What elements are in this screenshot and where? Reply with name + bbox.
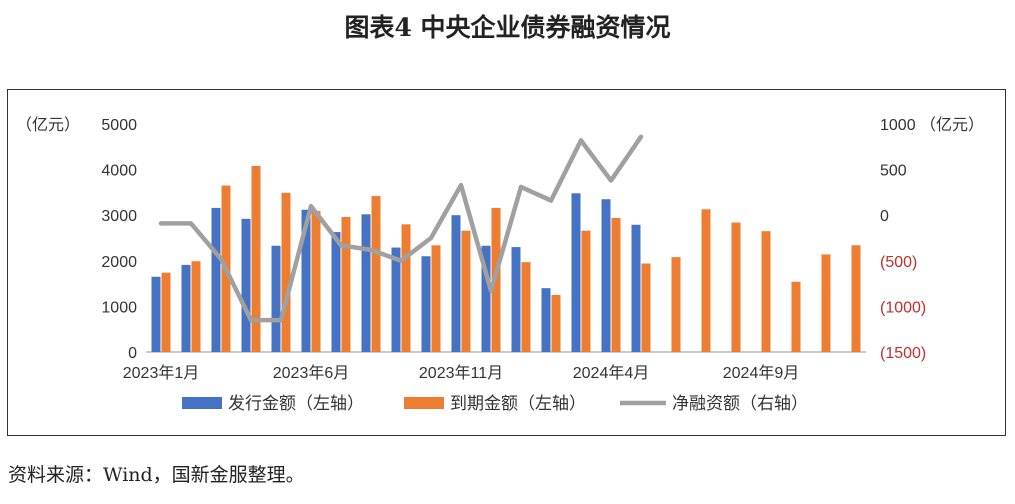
issue-bar (631, 224, 641, 352)
legend-swatch-issue (182, 397, 222, 409)
maturity-bar (251, 165, 261, 352)
issue-bar (571, 193, 581, 352)
maturity-bar (821, 254, 831, 352)
right-axis-tick-label: (500) (880, 254, 917, 271)
issue-bar (331, 232, 341, 352)
issue-bar (601, 199, 611, 352)
issue-bar (541, 288, 551, 352)
left-axis-tick-label: 3000 (101, 208, 137, 225)
legend-label-net: 净融资额（右轴） (672, 394, 808, 414)
maturity-bar (851, 245, 861, 352)
legend-label-issue: 发行金额（左轴） (228, 394, 364, 414)
maturity-bar (281, 192, 291, 352)
maturity-bar (431, 245, 441, 352)
chart-title: 图表4 中央企业债券融资情况 (344, 13, 671, 42)
right-axis-tick-label: 1000 (880, 117, 916, 134)
maturity-bar (551, 295, 561, 352)
maturity-bar (401, 224, 411, 352)
x-axis-tick-label: 2023年6月 (273, 364, 350, 382)
left-axis-tick-label: 2000 (101, 254, 137, 271)
maturity-bar (671, 257, 681, 352)
maturity-bar (521, 262, 531, 352)
maturity-bar (191, 261, 201, 352)
right-axis-tick-label: 500 (880, 163, 907, 180)
legend-swatch-maturity (404, 397, 444, 409)
right-axis-unit: （亿元） (920, 115, 984, 134)
maturity-bar (161, 272, 171, 352)
left-axis-unit: （亿元） (16, 115, 80, 134)
issue-bar (481, 245, 491, 352)
legend-label-maturity: 到期金额（左轴） (450, 394, 586, 414)
left-axis-tick-label: 0 (128, 345, 137, 362)
issue-bar (271, 245, 281, 352)
source-note: 资料来源：Wind，国新金服整理。 (8, 464, 305, 486)
x-axis-tick-label: 2023年11月 (419, 364, 503, 382)
issue-bar (151, 276, 161, 352)
chart-frame (7, 89, 1006, 436)
x-axis-tick-label: 2024年9月 (723, 364, 800, 382)
right-axis-tick-label: (1000) (880, 299, 926, 316)
issue-bar (421, 256, 431, 352)
issue-bar (181, 264, 191, 352)
maturity-bar (311, 211, 321, 352)
x-axis-tick-label: 2023年1月 (123, 364, 200, 382)
issue-bar (451, 215, 461, 352)
left-axis-tick-label: 4000 (101, 163, 137, 180)
issue-bar (301, 209, 311, 352)
maturity-bar (641, 263, 651, 352)
x-axis-tick-label: 2024年4月 (573, 364, 650, 382)
net-financing-line (158, 134, 644, 323)
maturity-bar (701, 209, 711, 352)
issue-bar (511, 247, 521, 352)
maturity-bar (341, 217, 351, 352)
maturity-bar (581, 230, 591, 352)
maturity-bar (461, 230, 471, 352)
right-axis-tick-label: (1500) (880, 345, 926, 362)
issue-bar (211, 207, 221, 352)
left-axis-tick-label: 1000 (101, 299, 137, 316)
right-axis-tick-label: 0 (880, 208, 889, 225)
issue-bar (391, 247, 401, 352)
maturity-bar (791, 281, 801, 352)
maturity-bar (731, 222, 741, 352)
maturity-bar (611, 217, 621, 352)
left-axis-tick-label: 5000 (101, 117, 137, 134)
issue-bar (361, 214, 371, 352)
maturity-bar (761, 231, 771, 352)
issue-bar (241, 218, 251, 352)
maturity-bar (371, 196, 381, 352)
